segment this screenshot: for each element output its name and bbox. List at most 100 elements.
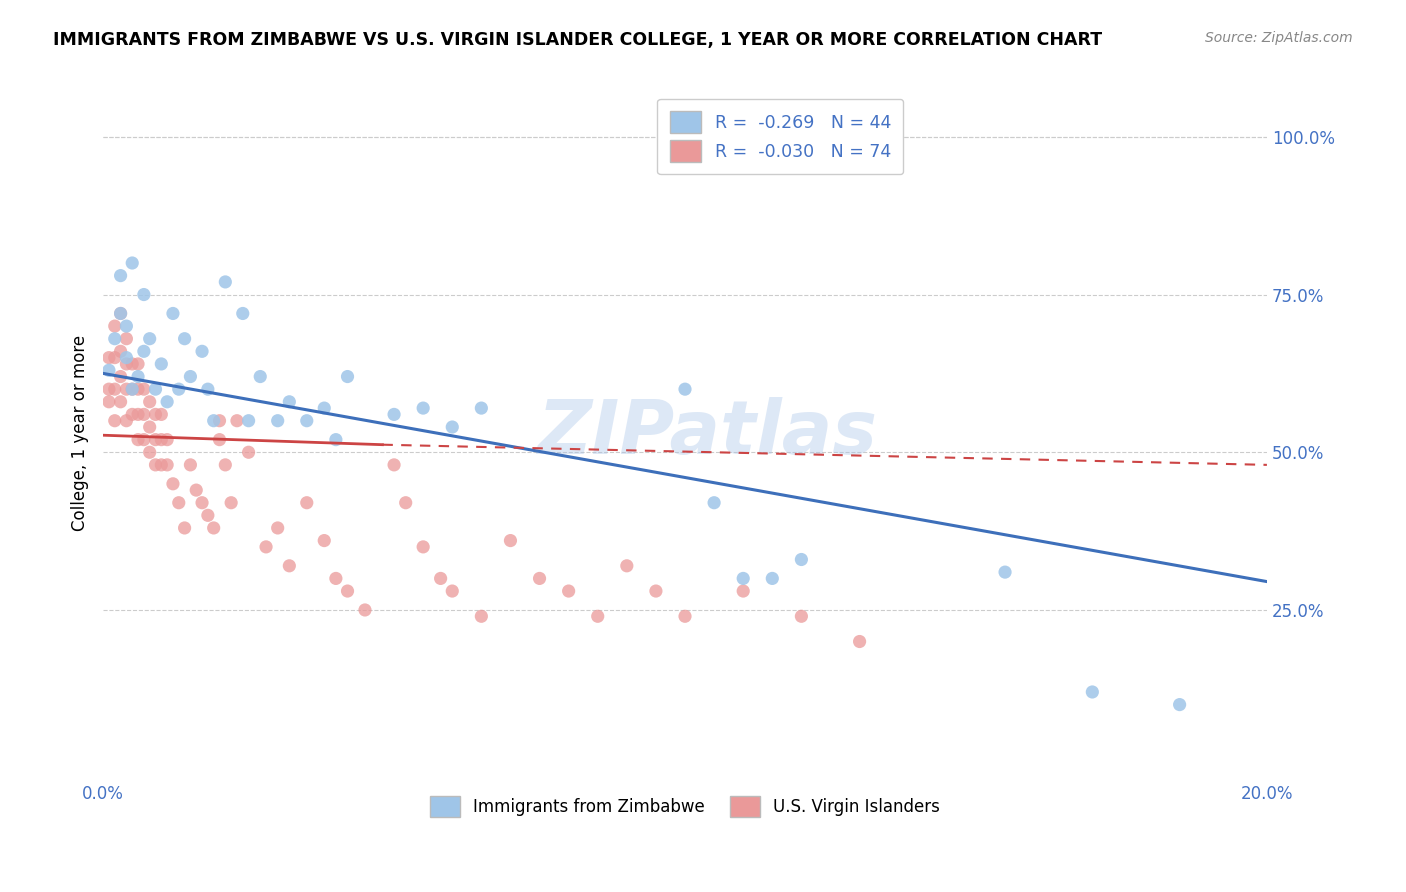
Point — [132, 344, 155, 359]
Point — [179, 458, 201, 472]
Point — [167, 382, 190, 396]
Point — [325, 433, 347, 447]
Point — [132, 433, 155, 447]
Point — [121, 382, 143, 396]
Point — [557, 584, 579, 599]
Point — [115, 414, 138, 428]
Point — [97, 351, 120, 365]
Point — [110, 344, 132, 359]
Point — [703, 496, 725, 510]
Point — [127, 433, 149, 447]
Point — [232, 306, 254, 320]
Point — [202, 521, 225, 535]
Point — [382, 408, 405, 422]
Point — [121, 256, 143, 270]
Point — [429, 571, 451, 585]
Point — [790, 552, 813, 566]
Point — [395, 496, 418, 510]
Point — [733, 584, 755, 599]
Point — [336, 584, 359, 599]
Point — [186, 483, 208, 497]
Point — [127, 382, 149, 396]
Point — [214, 275, 236, 289]
Text: Source: ZipAtlas.com: Source: ZipAtlas.com — [1205, 31, 1353, 45]
Point — [115, 357, 138, 371]
Point — [267, 414, 290, 428]
Point — [150, 357, 173, 371]
Point — [121, 357, 143, 371]
Point — [645, 584, 668, 599]
Point — [121, 382, 143, 396]
Point — [197, 382, 219, 396]
Point — [115, 382, 138, 396]
Point — [238, 414, 260, 428]
Point — [121, 408, 143, 422]
Point — [156, 458, 179, 472]
Point — [238, 445, 260, 459]
Point — [97, 382, 120, 396]
Point — [499, 533, 522, 548]
Point — [226, 414, 249, 428]
Point — [162, 476, 184, 491]
Point — [104, 382, 127, 396]
Point — [267, 521, 290, 535]
Point — [104, 319, 127, 334]
Point — [208, 414, 231, 428]
Point — [173, 332, 195, 346]
Point — [278, 558, 301, 573]
Point — [314, 401, 336, 416]
Point — [162, 306, 184, 320]
Point — [1081, 685, 1104, 699]
Point — [110, 369, 132, 384]
Point — [138, 420, 160, 434]
Point — [179, 369, 201, 384]
Point — [219, 496, 242, 510]
Point — [132, 287, 155, 301]
Point — [132, 408, 155, 422]
Point — [382, 458, 405, 472]
Text: ZIPatlas: ZIPatlas — [538, 397, 879, 470]
Point — [191, 496, 214, 510]
Point — [673, 382, 696, 396]
Point — [127, 369, 149, 384]
Point — [994, 565, 1017, 579]
Y-axis label: College, 1 year or more: College, 1 year or more — [72, 335, 89, 532]
Point — [249, 369, 271, 384]
Point — [138, 445, 160, 459]
Point — [202, 414, 225, 428]
Point — [156, 394, 179, 409]
Point — [104, 351, 127, 365]
Point — [156, 433, 179, 447]
Point — [214, 458, 236, 472]
Point — [110, 394, 132, 409]
Point — [790, 609, 813, 624]
Point — [470, 609, 492, 624]
Point — [354, 603, 377, 617]
Point — [673, 609, 696, 624]
Point — [173, 521, 195, 535]
Point — [470, 401, 492, 416]
Point — [441, 584, 464, 599]
Point — [616, 558, 638, 573]
Point — [191, 344, 214, 359]
Point — [104, 332, 127, 346]
Point — [254, 540, 277, 554]
Point — [97, 363, 120, 377]
Point — [441, 420, 464, 434]
Point — [115, 319, 138, 334]
Point — [586, 609, 609, 624]
Point — [145, 408, 167, 422]
Point — [167, 496, 190, 510]
Point — [733, 571, 755, 585]
Point — [761, 571, 783, 585]
Point — [412, 401, 434, 416]
Point — [848, 634, 870, 648]
Point — [115, 351, 138, 365]
Point — [150, 458, 173, 472]
Point — [138, 394, 160, 409]
Point — [150, 433, 173, 447]
Point — [110, 268, 132, 283]
Point — [127, 357, 149, 371]
Point — [138, 332, 160, 346]
Point — [197, 508, 219, 523]
